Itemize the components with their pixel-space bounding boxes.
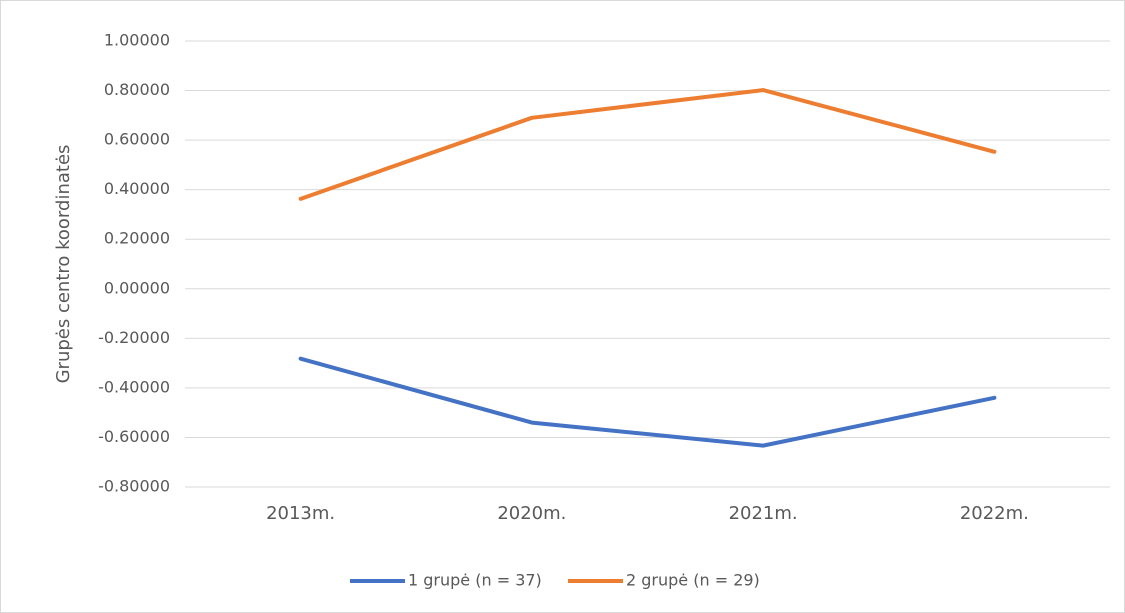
y-tick-label: 0.00000	[104, 278, 170, 297]
y-tick-label: 0.80000	[104, 80, 170, 99]
y-tick-label: -0.40000	[98, 377, 170, 396]
x-tick-label: 2020m.	[497, 503, 566, 524]
y-tick-label: 0.60000	[104, 130, 170, 149]
x-tick-label: 2013m.	[266, 503, 335, 524]
y-tick-label: -0.80000	[98, 477, 170, 496]
legend-label: 2 grupė (n = 29)	[626, 571, 760, 590]
y-tick-label: 0.40000	[104, 179, 170, 198]
y-axis-label: Grupės centro koordinatės	[53, 145, 74, 384]
x-tick-label: 2022m.	[960, 503, 1029, 524]
data-line	[298, 356, 997, 448]
y-tick-label: 1.00000	[104, 31, 170, 50]
y-tick-label: -0.20000	[98, 328, 170, 347]
y-tick-label: -0.60000	[98, 427, 170, 446]
legend-label: 1 grupė (n = 37)	[408, 571, 542, 590]
x-tick-label: 2021m.	[729, 503, 798, 524]
data-line	[298, 88, 997, 201]
y-tick-label: 0.20000	[104, 229, 170, 248]
